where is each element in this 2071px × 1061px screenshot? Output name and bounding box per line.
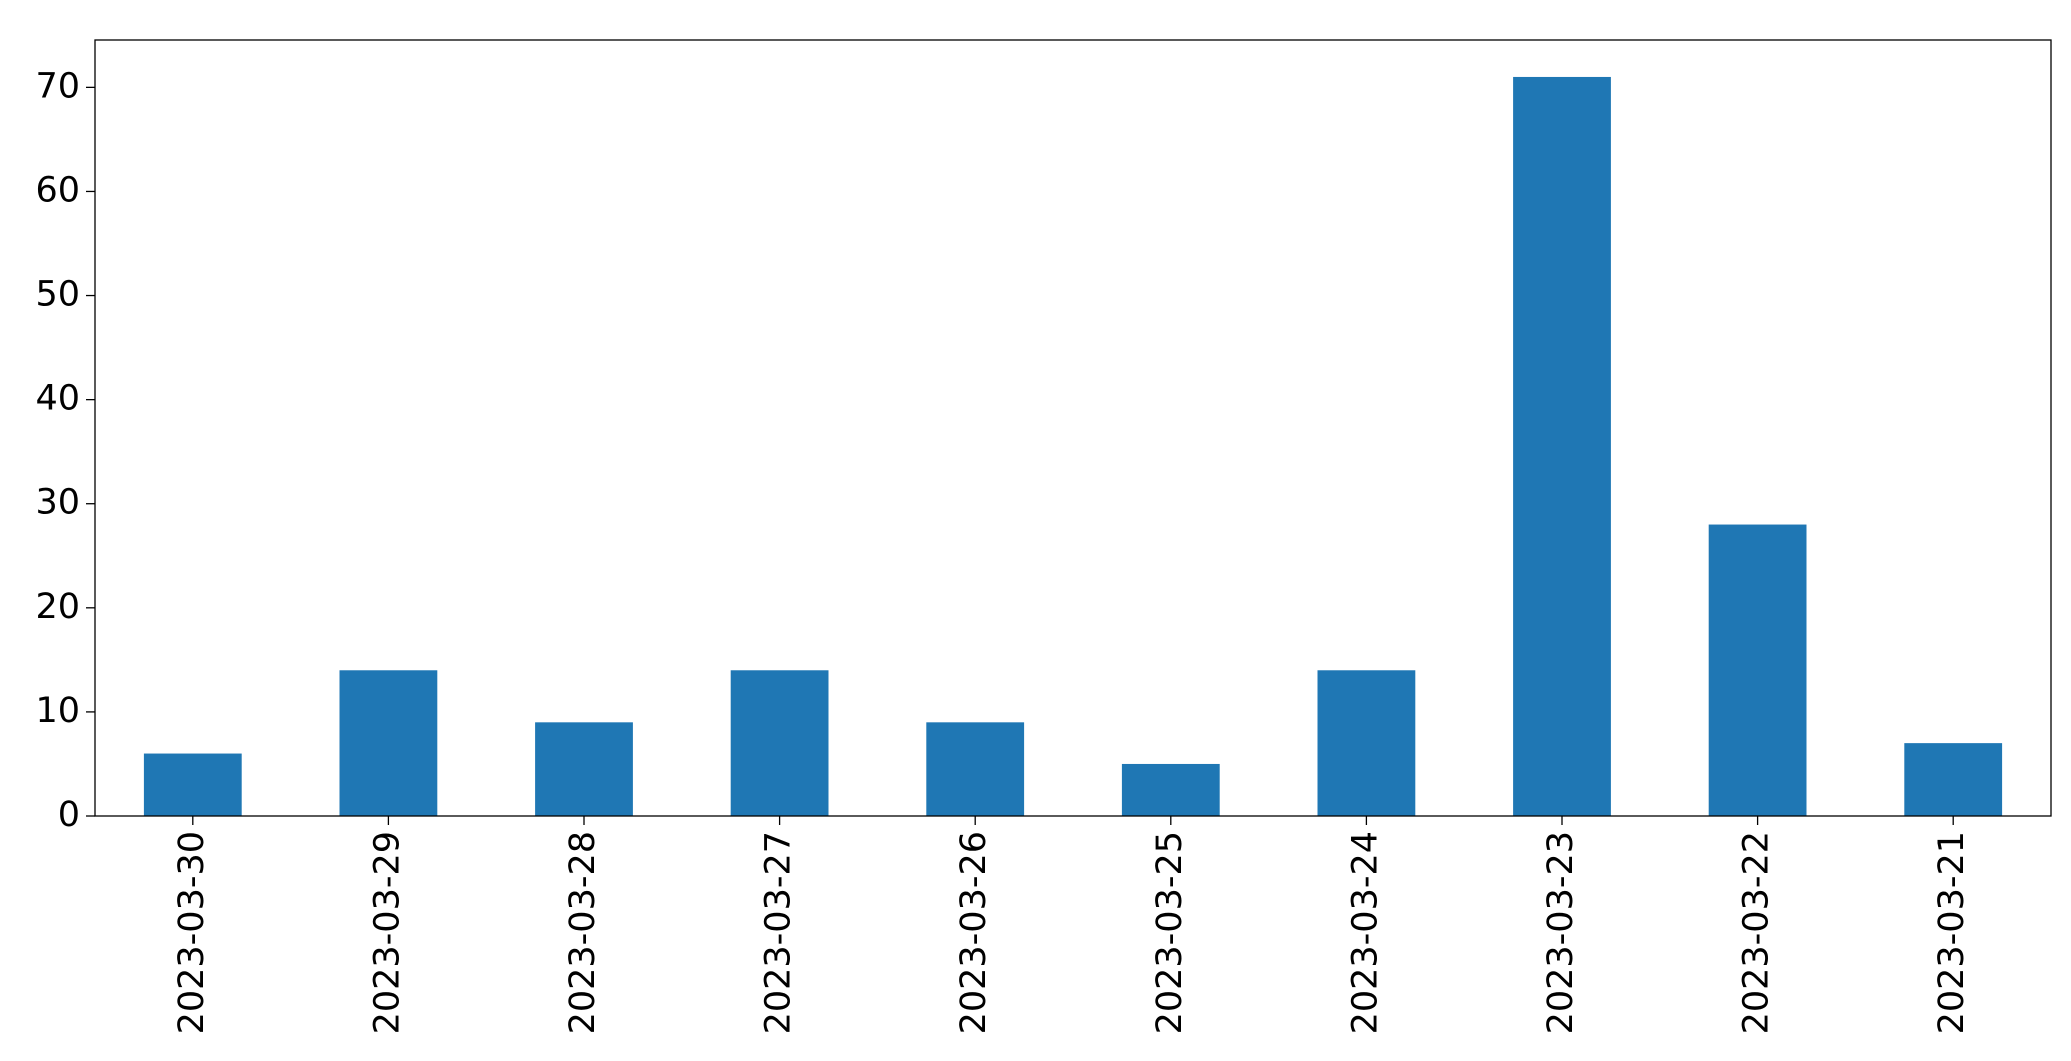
bar (535, 722, 633, 816)
plot-frame (94, 39, 2052, 817)
x-tick-label: 2023-03-22 (1737, 831, 1777, 1034)
y-tick-label: 30 (35, 483, 80, 523)
y-tick-label: 10 (35, 691, 80, 731)
y-tick-label: 50 (35, 275, 80, 315)
x-tick-label: 2023-03-29 (367, 831, 407, 1034)
y-tick-label: 60 (35, 170, 80, 210)
x-tick-label: 2023-03-28 (563, 831, 603, 1034)
bar (1317, 670, 1416, 816)
x-tick-label: 2023-03-26 (954, 831, 994, 1034)
y-tick-label: 70 (35, 66, 80, 106)
bar (1904, 743, 2003, 816)
bar (143, 753, 242, 816)
x-tick-label: 2023-03-25 (1150, 831, 1190, 1034)
x-tick-label: 2023-03-24 (1345, 831, 1385, 1034)
y-tick-label: 40 (35, 379, 80, 419)
bar (1121, 763, 1220, 816)
x-tick-label: 2023-03-30 (172, 831, 212, 1034)
x-tick-label: 2023-03-27 (759, 831, 799, 1034)
bar (1513, 76, 1611, 816)
bar (339, 670, 438, 816)
bar (926, 722, 1025, 816)
bar (730, 670, 829, 816)
y-tick-label: 0 (58, 795, 80, 835)
y-tick-label: 20 (35, 587, 80, 627)
bar (1708, 524, 1807, 816)
x-tick-label: 2023-03-21 (1932, 831, 1972, 1034)
x-tick-label: 2023-03-23 (1541, 831, 1581, 1034)
